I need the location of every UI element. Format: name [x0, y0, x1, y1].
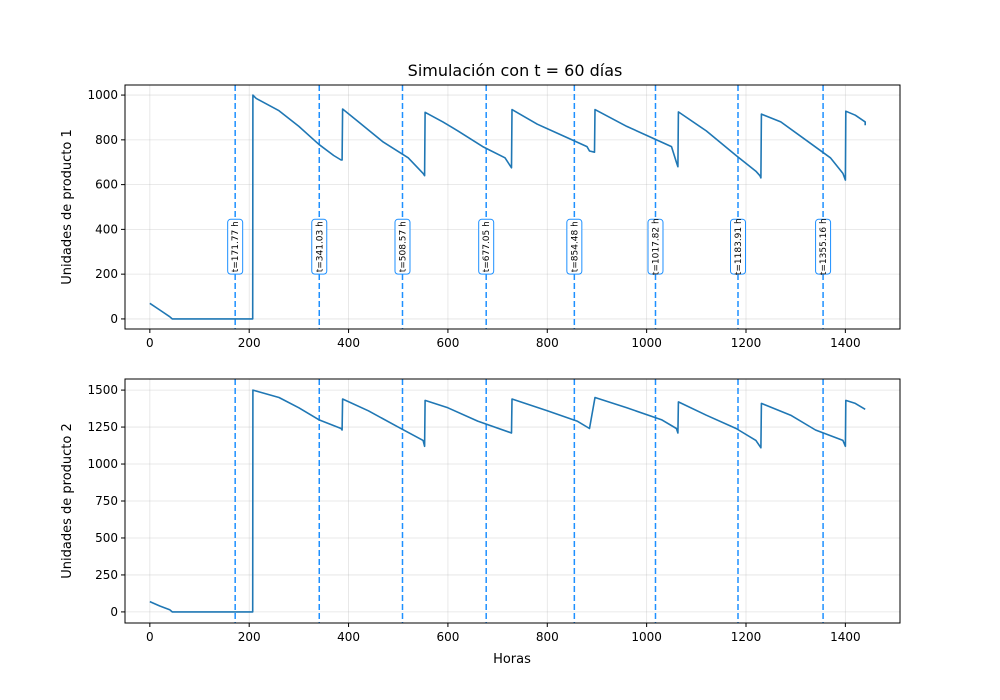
event-label-text: t=171.77 h: [231, 221, 241, 272]
y-tick-label: 750: [95, 494, 118, 508]
x-tick-label: 1000: [631, 336, 662, 350]
y-tick-label: 250: [95, 568, 118, 582]
event-label-box: [815, 218, 832, 275]
y-tick-label: 400: [95, 222, 118, 236]
y-tick-label: 1000: [87, 457, 118, 471]
series-line: [149, 389, 866, 613]
plot-area-bottom: [125, 379, 900, 623]
event-label-box: [394, 218, 411, 275]
y-tick-label: 0: [110, 312, 118, 326]
event-label-text: t=341.03 h: [315, 221, 325, 272]
x-tick-label: 600: [436, 630, 459, 644]
event-label: t=1017.82 h: [647, 218, 664, 275]
y-tick-label: 0: [110, 605, 118, 619]
event-label: t=854.48 h: [566, 218, 583, 275]
x-tick-label: 400: [337, 630, 360, 644]
event-label: t=1355.16 h: [815, 218, 832, 275]
event-label: t=508.57 h: [394, 218, 411, 275]
x-tick-label: 1400: [830, 630, 861, 644]
y-tick-label: 1500: [87, 383, 118, 397]
y-axis-top: 0 200 400 600 800 1000: [87, 88, 125, 326]
x-tick-label: 1200: [731, 630, 762, 644]
event-label: t=171.77 h: [227, 218, 244, 275]
event-label-text: t=508.57 h: [398, 221, 408, 272]
series-bottom: [149, 389, 866, 613]
event-label-text: t=1355.16 h: [819, 218, 829, 275]
y-axis-bottom: 0 250 500 750 1000 1250 1500: [87, 383, 125, 619]
x-tick-label: 800: [536, 336, 559, 350]
x-tick-label: 400: [337, 336, 360, 350]
event-label-box: [566, 218, 583, 275]
x-tick-label: 0: [146, 630, 154, 644]
event-label-box: [311, 218, 328, 275]
chart-title: Simulación con t = 60 días: [408, 61, 623, 80]
event-label-text: t=854.48 h: [570, 221, 580, 272]
events-top: [234, 85, 824, 329]
labels-top: t=171.77 h t=341.03 h t=508.57 h t=677.05 h…: [227, 218, 832, 275]
plot-frame-top: [124, 84, 901, 330]
y-axis-label-top: Unidades de producto 1: [60, 129, 75, 284]
x-tick-label: 800: [536, 630, 559, 644]
event-label: t=677.05 h: [478, 218, 495, 275]
event-label: t=1183.91 h: [730, 218, 747, 275]
y-tick-label: 600: [95, 178, 118, 192]
y-axis-label-bottom: Unidades de producto 2: [60, 423, 75, 578]
x-axis-label: Horas: [493, 652, 531, 667]
x-axis-top: 0 200 400 600 800 1000 1200 1400: [146, 329, 861, 350]
grid-bottom: [125, 379, 900, 623]
x-axis-bottom: 0 200 400 600 800 1000 1200 1400: [146, 623, 861, 644]
event-label-box: [227, 218, 244, 275]
event-label-box: [647, 218, 664, 275]
panel-top: t=171.77 h t=341.03 h t=508.57 h t=677.05 h…: [60, 84, 901, 350]
y-tick-label: 500: [95, 531, 118, 545]
event-label-text: t=1183.91 h: [734, 218, 744, 275]
y-tick-label: 1000: [87, 88, 118, 102]
y-tick-label: 1250: [87, 420, 118, 434]
event-label-box: [478, 218, 495, 275]
x-tick-label: 1400: [830, 336, 861, 350]
x-tick-label: 200: [238, 336, 261, 350]
panel-bottom: 0 200 400 600 800 1000 1200 1400 0 250 500 750 1000…: [60, 378, 901, 644]
series-top: [149, 94, 867, 320]
x-tick-label: 600: [436, 336, 459, 350]
y-tick-label: 800: [95, 133, 118, 147]
event-label: t=341.03 h: [311, 218, 328, 275]
series-line: [149, 94, 867, 320]
x-tick-label: 200: [238, 630, 261, 644]
x-tick-label: 1200: [731, 336, 762, 350]
events-bottom: [234, 379, 824, 623]
event-label-box: [730, 218, 747, 275]
x-tick-label: 0: [146, 336, 154, 350]
event-label-text: t=1017.82 h: [651, 218, 661, 275]
event-label-text: t=677.05 h: [482, 221, 492, 272]
x-tick-label: 1000: [631, 630, 662, 644]
y-tick-label: 200: [95, 267, 118, 281]
